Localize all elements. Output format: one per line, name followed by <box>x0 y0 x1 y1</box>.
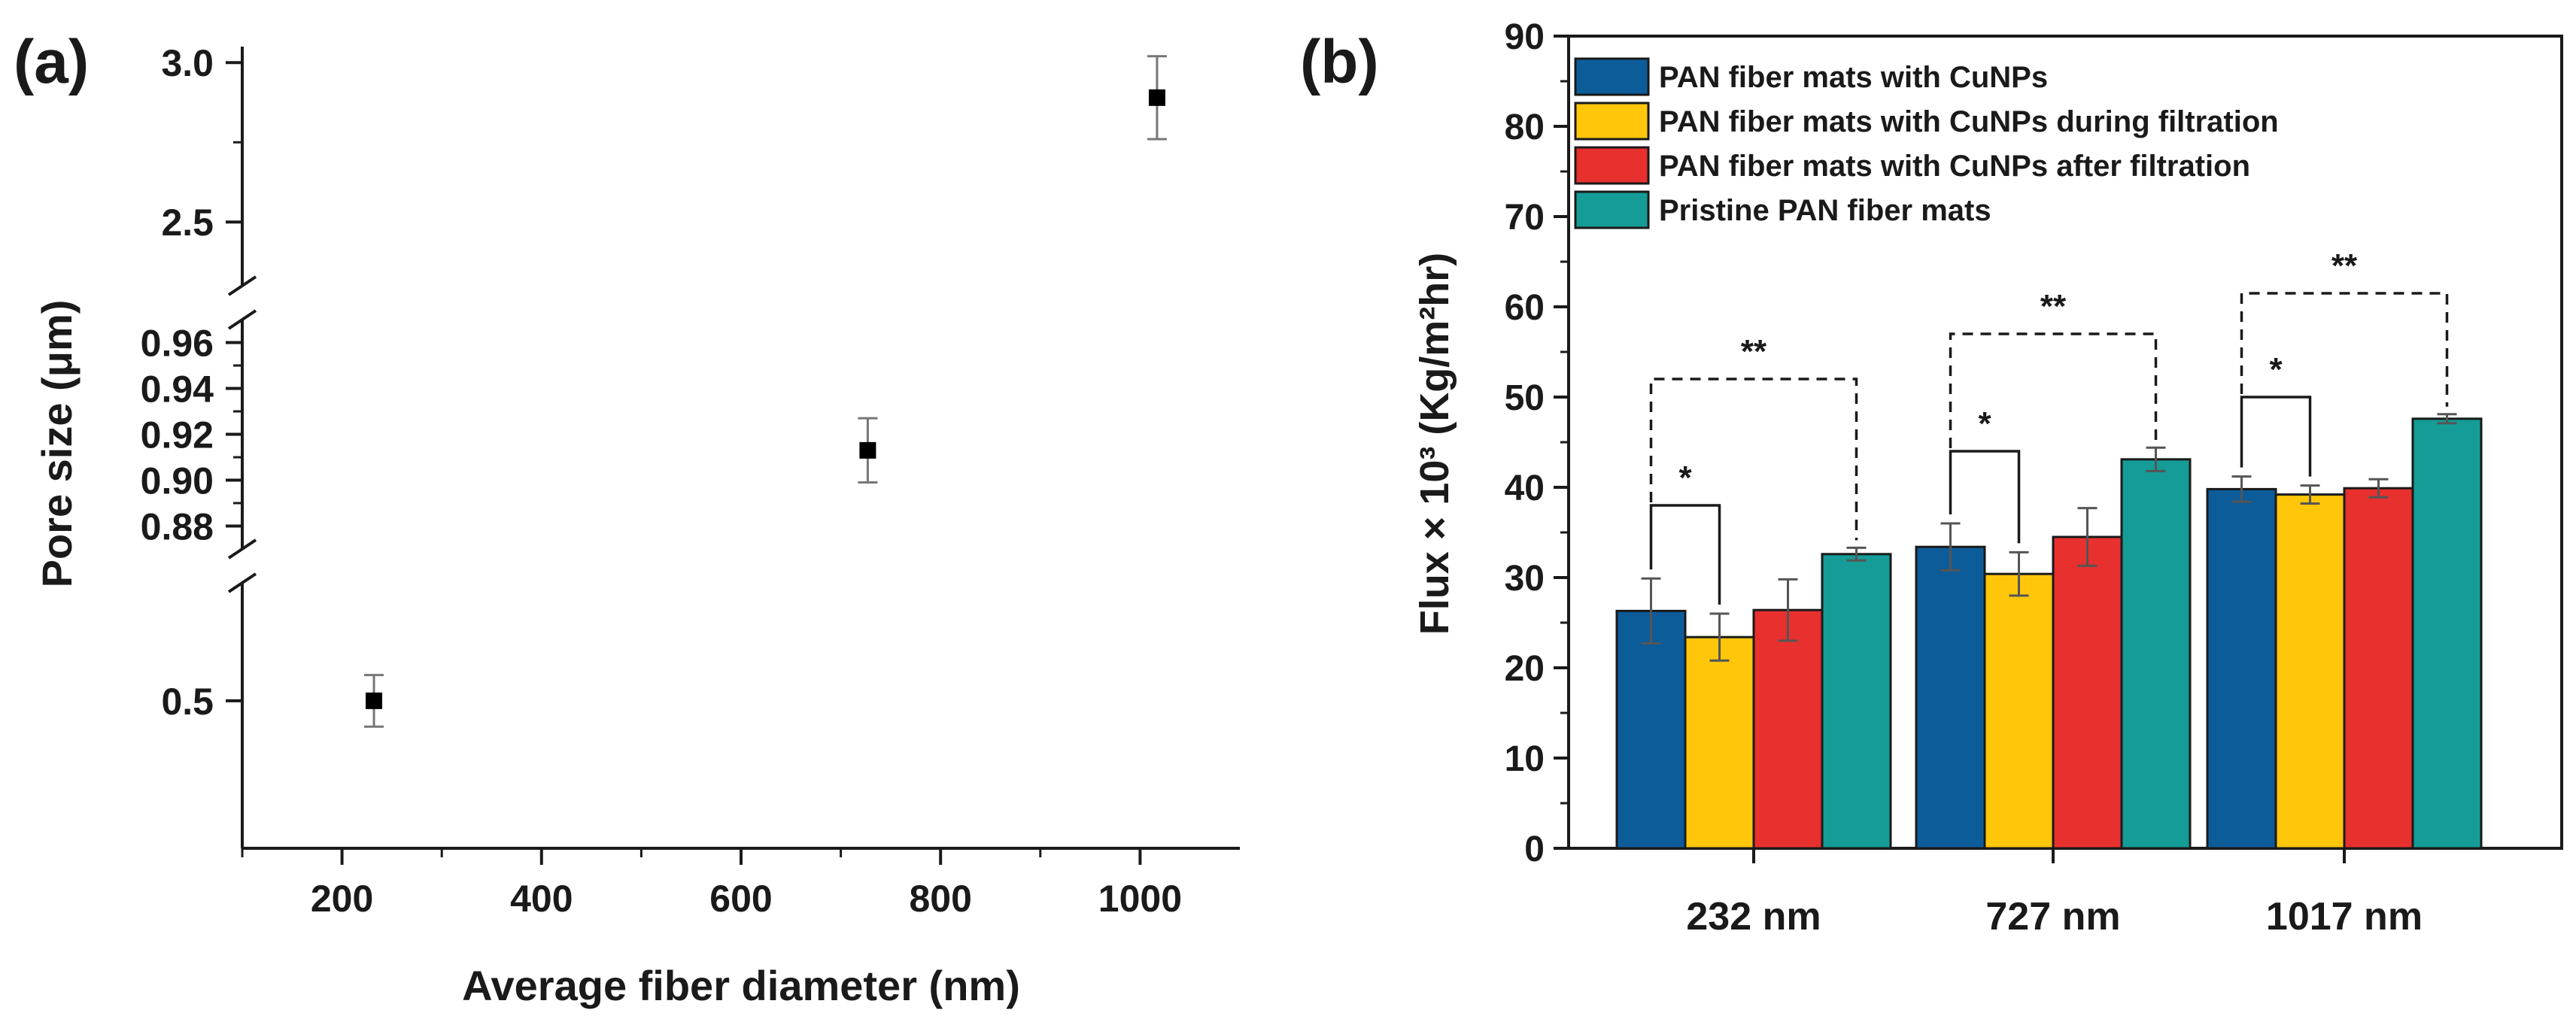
panel-a-y-ticks: 0.5 0.880.900.920.940.96 2.5 3.0 <box>141 42 242 723</box>
y-tick-label: 0 <box>1524 829 1545 869</box>
legend-swatch <box>1574 146 1650 185</box>
bar <box>1821 553 1892 850</box>
panel-a-y-axis-label: Pore size (μm) <box>33 300 80 588</box>
panel-b-label: (b) <box>1300 28 1379 96</box>
x-tick-label: 232 nm <box>1686 895 1821 939</box>
y-tick-label: 40 <box>1505 469 1545 508</box>
bar <box>2411 417 2483 850</box>
data-point <box>1148 89 1165 106</box>
data-point <box>859 441 876 459</box>
x-tick-label: 1000 <box>1098 878 1182 920</box>
panel-b-y-axis-label-text: Flux × 10³ (Kg/m²hr) <box>1412 253 1457 635</box>
x-tick-label: 400 <box>510 878 573 920</box>
legend-label: Pristine PAN fiber mats <box>1659 194 1991 227</box>
bar <box>1752 608 1824 850</box>
axis-break-mark <box>227 572 257 593</box>
panel-b-significance: ********* <box>1649 247 2449 605</box>
y-tick-label: 0.96 <box>141 323 214 365</box>
y-tick-label: 90 <box>1505 17 1545 57</box>
bar <box>2343 487 2414 850</box>
bar <box>1615 609 1687 850</box>
legend-swatch <box>1574 190 1650 229</box>
data-point <box>366 692 383 709</box>
y-tick-label: 10 <box>1505 739 1545 779</box>
panel-b-bars <box>1615 413 2483 850</box>
significance-label: * <box>1978 405 1991 442</box>
y-tick-label: 20 <box>1505 649 1545 689</box>
bar <box>1684 635 1755 850</box>
significance-bracket <box>1649 504 1721 605</box>
x-tick-label: 800 <box>909 878 971 920</box>
significance-label: * <box>2269 351 2283 388</box>
legend-swatch <box>1574 57 1650 96</box>
legend-label: PAN fiber mats with CuNPs after filtrati… <box>1659 150 2250 183</box>
y-tick-label: 50 <box>1505 378 1545 418</box>
y-tick-label: 0.88 <box>141 506 214 548</box>
y-tick-label: 80 <box>1505 108 1545 147</box>
x-tick-label: 600 <box>709 878 772 920</box>
panel-a-x-axis-label: Average fiber diameter (nm) <box>462 962 1020 1009</box>
x-tick-label: 200 <box>311 878 373 920</box>
y-tick-label: 70 <box>1505 198 1545 238</box>
significance-bracket-dashed <box>2240 292 2449 407</box>
x-tick-label: 1017 nm <box>2266 895 2423 939</box>
y-tick-label: 0.92 <box>141 414 214 456</box>
significance-label: ** <box>1741 333 1767 370</box>
panel-a-label: (a) <box>14 28 89 96</box>
y-tick-label: 2.5 <box>161 202 214 244</box>
y-tick-label: 0.5 <box>161 681 214 723</box>
y-tick-label: 0.94 <box>141 368 214 411</box>
bar <box>1915 545 1986 850</box>
panel-b-legend: PAN fiber mats with CuNPs PAN fiber mats … <box>1574 57 2279 229</box>
panel-a-points <box>364 55 1167 728</box>
panel-b-y-ticks: 0 10 20 30 40 50 60 70 80 90 <box>1505 17 1569 869</box>
panel-a-x-ticks: 200 400 600 800 1000 <box>241 848 1182 920</box>
significance-label: ** <box>2331 247 2358 284</box>
legend-swatch <box>1574 102 1650 141</box>
y-tick-label: 0.90 <box>141 460 214 502</box>
axis-break-mark <box>227 309 257 330</box>
bar <box>2120 458 2192 850</box>
y-tick-label: 3.0 <box>161 42 214 84</box>
axis-break-mark <box>227 538 257 560</box>
significance-bracket-dashed <box>1949 332 2158 448</box>
bar <box>1983 572 2055 850</box>
significance-label: * <box>1678 459 1692 496</box>
bar <box>2206 487 2277 850</box>
significance-bracket <box>1949 450 2021 544</box>
axis-break-mark <box>227 275 257 296</box>
bar <box>2052 535 2123 850</box>
significance-label: ** <box>2040 288 2067 325</box>
bar <box>2274 493 2346 850</box>
panel-b-y-axis-label: Flux × 10³ (Kg/m²hr) <box>1412 253 1457 635</box>
panel-a: (a) 200 400 600 800 1000 0.5 0.880.900.920.94… <box>14 28 1240 1009</box>
y-tick-label: 30 <box>1505 559 1545 599</box>
panel-b-x-ticks: 232 nm 727 nm 1017 nm <box>1686 848 2423 939</box>
legend-label: PAN fiber mats with CuNPs during filtrat… <box>1659 105 2279 138</box>
y-tick-label: 60 <box>1505 288 1545 328</box>
significance-bracket <box>2240 396 2312 477</box>
x-tick-label: 727 nm <box>1985 895 2120 939</box>
legend-label: PAN fiber mats with CuNPs <box>1659 61 2048 94</box>
significance-bracket-dashed <box>1649 378 1858 541</box>
